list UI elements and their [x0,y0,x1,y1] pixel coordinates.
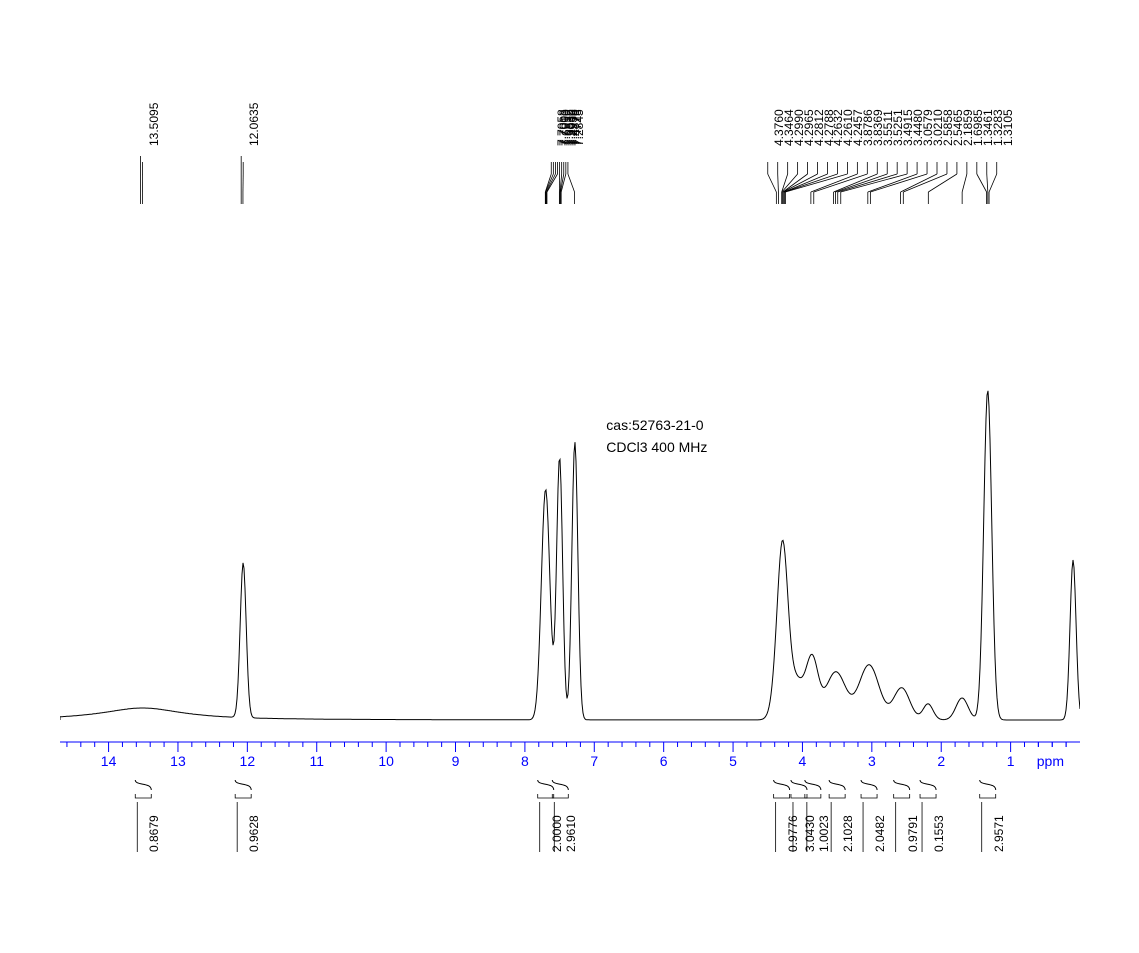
integral-value: 0.9628 [247,815,261,852]
integral-value: 2.0000 [550,815,564,852]
integral-value: 2.1028 [841,815,855,852]
integral-value: 0.1553 [932,815,946,852]
integral-value: 3.0430 [803,815,817,852]
integral-value: 2.9610 [564,815,578,852]
integral-value: 0.9791 [906,815,920,852]
integral-value: 0.9776 [786,815,800,852]
integral-value: 2.9571 [992,815,1006,852]
integral-value: 0.8679 [147,815,161,852]
integral-value: 1.0023 [817,815,831,852]
integral-value: 2.0482 [873,815,887,852]
integral-layer: 0.8679 0.9628 2.00002.9610 0.97763.04301.00… [60,80,1080,900]
